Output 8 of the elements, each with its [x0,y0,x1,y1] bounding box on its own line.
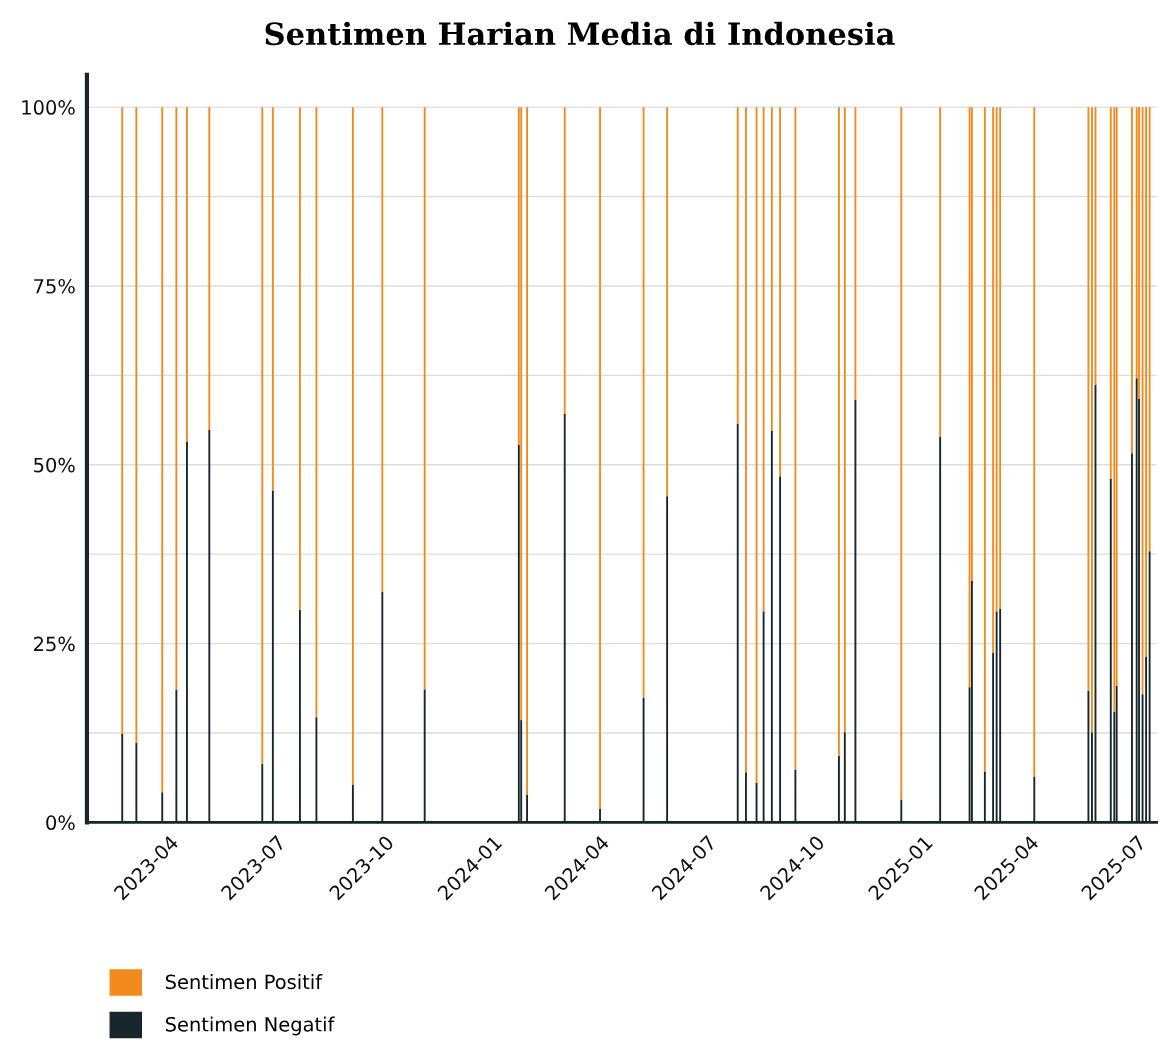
y-tick-label: 50% [34,457,75,473]
legend-label: Sentimen Negatif [165,1016,335,1036]
chart-title: Sentimen Harian Media di Indonesia [265,21,895,46]
legend-label: Sentimen Positif [165,974,323,990]
y-tick-label: 75% [34,278,75,294]
y-tick-label: 100% [22,100,75,115]
y-tick-label: 0% [46,815,75,831]
y-tick-label: 25% [34,636,75,652]
